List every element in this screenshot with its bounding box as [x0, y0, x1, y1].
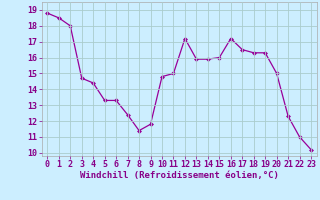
X-axis label: Windchill (Refroidissement éolien,°C): Windchill (Refroidissement éolien,°C) [80, 171, 279, 180]
